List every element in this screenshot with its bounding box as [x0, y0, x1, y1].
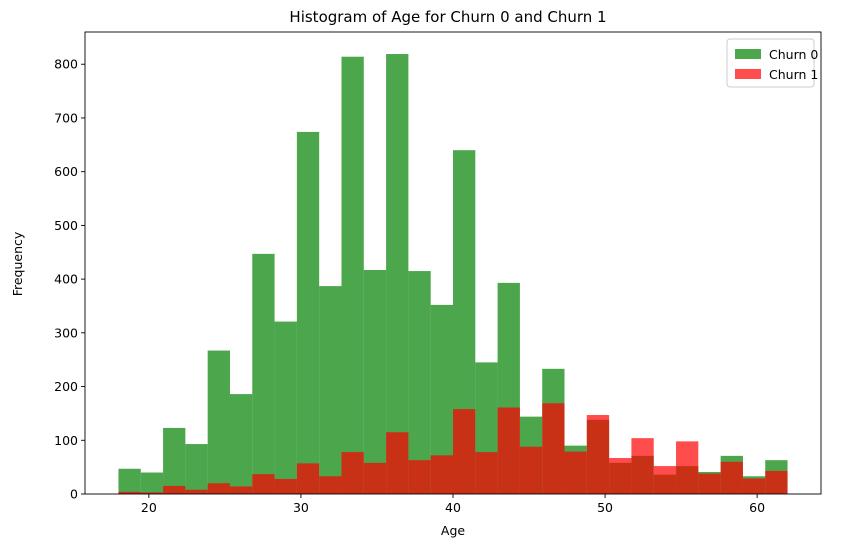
legend: Churn 0 Churn 1 — [726, 38, 818, 88]
bar-series-2-bin-3 — [163, 485, 186, 494]
legend-label-series-2: Churn 1 — [769, 67, 818, 82]
bar-series-2-bin-14 — [408, 460, 431, 494]
x-tick-label: 50 — [597, 500, 613, 515]
bar-series-2-bin-19 — [519, 446, 543, 494]
y-tick-label: 300 — [54, 325, 78, 340]
bar-series-2-bin-6 — [229, 486, 253, 494]
bar-series-2-bin-9 — [296, 463, 320, 494]
bar-series-1-bin-7 — [252, 253, 275, 494]
bar-series-2-bin-29 — [742, 478, 766, 494]
bar-series-1-bin-11 — [341, 56, 364, 494]
bar-series-2-bin-22 — [586, 415, 610, 494]
bar-series-2-bin-21 — [564, 451, 587, 494]
bar-series-1-bin-13 — [386, 54, 409, 495]
bar-series-2-bin-24 — [631, 438, 654, 494]
bar-series-2-bin-5 — [207, 483, 230, 494]
y-tick-label: 700 — [54, 110, 78, 125]
bar-series-2-bin-11 — [341, 452, 364, 494]
bar-series-1-bin-10 — [319, 286, 342, 494]
y-tick-label: 0 — [70, 487, 78, 502]
bar-series-2-bin-12 — [363, 462, 387, 494]
y-tick-label: 200 — [54, 379, 78, 394]
bar-series-2-bin-7 — [252, 474, 275, 494]
bars-layer — [118, 54, 788, 495]
bar-series-1-bin-15 — [430, 304, 453, 494]
bar-series-1-bin-8 — [274, 321, 297, 494]
y-tick-label: 600 — [54, 164, 78, 179]
bar-series-2-bin-13 — [386, 432, 409, 494]
bar-series-1-bin-16 — [453, 150, 476, 495]
x-axis-title: Age — [441, 523, 465, 538]
legend-swatch-series-2 — [735, 69, 761, 79]
bar-series-2-bin-16 — [453, 409, 476, 494]
x-tick-label: 40 — [445, 500, 461, 515]
bar-series-2-bin-30 — [765, 470, 788, 494]
bar-series-1-bin-12 — [363, 269, 387, 494]
bar-series-2-bin-1 — [118, 491, 141, 494]
bar-series-2-bin-25 — [653, 466, 677, 494]
bar-series-2-bin-15 — [430, 455, 453, 494]
y-axis-title: Frequency — [10, 231, 25, 296]
bar-series-2-bin-27 — [698, 473, 721, 494]
bar-series-1-bin-1 — [118, 468, 141, 494]
bar-series-2-bin-20 — [542, 403, 565, 494]
bar-series-1-bin-6 — [229, 394, 253, 494]
bar-series-2-bin-17 — [475, 452, 498, 494]
bar-series-2-bin-18 — [497, 407, 520, 494]
bar-series-1-bin-9 — [296, 131, 320, 494]
bar-series-1-bin-2 — [140, 472, 164, 494]
bar-series-2-bin-8 — [274, 478, 297, 494]
chart-title: Histogram of Age for Churn 0 and Churn 1 — [289, 8, 606, 26]
y-tick-label: 500 — [54, 218, 78, 233]
bar-series-2-bin-28 — [720, 461, 743, 494]
bar-series-2-bin-4 — [185, 489, 208, 494]
bar-series-1-bin-4 — [185, 444, 208, 494]
bar-series-1-bin-14 — [408, 271, 431, 494]
x-tick-label: 20 — [141, 500, 157, 515]
bar-series-2-bin-23 — [609, 458, 632, 494]
series-2-bars — [118, 403, 788, 494]
bar-series-2-bin-26 — [676, 441, 699, 494]
y-tick-label: 100 — [54, 433, 78, 448]
x-tick-label: 30 — [293, 500, 309, 515]
y-tick-label: 400 — [54, 272, 78, 287]
x-tick-label: 60 — [749, 500, 765, 515]
legend-label-series-1: Churn 0 — [769, 47, 818, 62]
bar-series-1-bin-5 — [207, 350, 230, 494]
y-tick-label: 800 — [54, 57, 78, 72]
legend-swatch-series-1 — [735, 49, 761, 59]
bar-series-2-bin-2 — [140, 492, 164, 494]
bar-series-2-bin-10 — [319, 476, 342, 494]
bar-series-1-bin-3 — [163, 427, 186, 494]
